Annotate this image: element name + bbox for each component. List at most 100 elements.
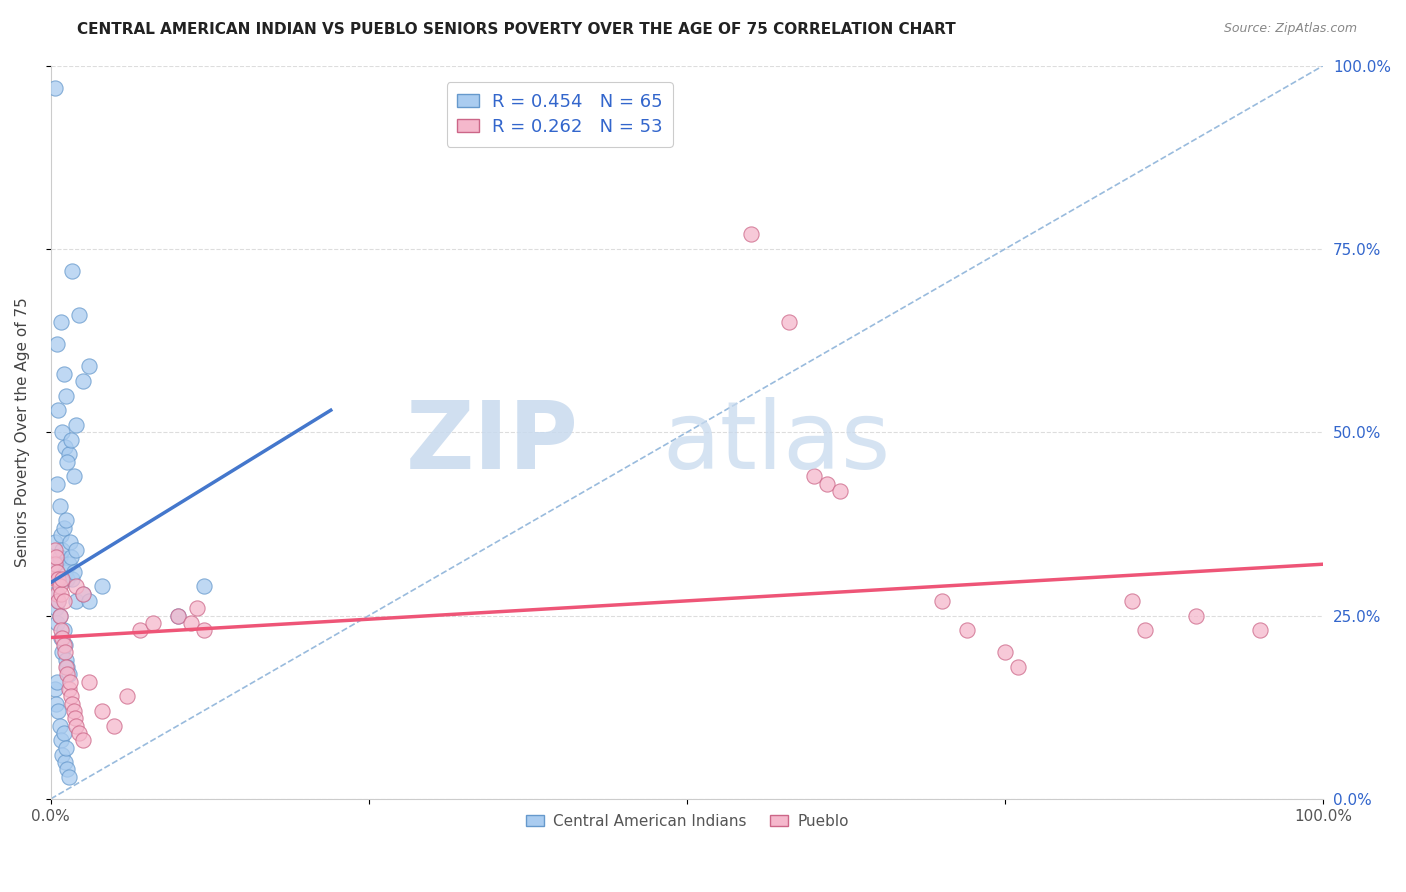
Point [52,520,75,534]
Point [44,681,66,696]
Point [58,558,80,572]
Point [803,469,825,483]
Point [828,483,851,498]
Point [103,718,125,732]
Point [129,623,152,637]
Point [48,704,70,718]
Point [1249,623,1271,637]
Point [193,579,215,593]
Point [62,565,84,579]
Point [56,763,79,777]
Y-axis label: Seniors Poverty Over the Age of 75: Seniors Poverty Over the Age of 75 [15,297,30,567]
Point [72,586,94,600]
Point [52,367,75,381]
Point [778,315,800,329]
Point [44,542,66,557]
Point [77,594,100,608]
Point [48,594,70,608]
Point [44,558,66,572]
Point [49,315,72,329]
Point [53,638,76,652]
Point [52,594,75,608]
Point [48,572,70,586]
Point [53,565,76,579]
Point [65,542,87,557]
Point [48,608,70,623]
Point [51,572,73,586]
Point [77,359,100,374]
Point [45,601,67,615]
Point [52,623,75,637]
Point [53,755,76,769]
Point [1007,660,1029,674]
Point [63,711,86,725]
Point [62,572,84,586]
Point [58,770,80,784]
Point [48,499,70,513]
Point [52,638,75,652]
Point [45,572,67,586]
Point [56,660,79,674]
Point [90,704,112,718]
Point [1185,608,1208,623]
Point [72,586,94,600]
Text: ZIP: ZIP [406,397,579,489]
Point [67,726,90,740]
Point [62,264,84,278]
Point [49,528,72,542]
Point [90,579,112,593]
Point [815,476,838,491]
Point [46,615,69,630]
Text: CENTRAL AMERICAN INDIAN VS PUEBLO SENIORS POVERTY OVER THE AGE OF 75 CORRELATION: CENTRAL AMERICAN INDIAN VS PUEBLO SENIOR… [77,22,956,37]
Point [52,726,75,740]
Point [58,667,80,681]
Point [67,308,90,322]
Point [931,594,953,608]
Point [72,374,94,388]
Point [49,631,72,645]
Point [48,572,70,586]
Point [115,689,138,703]
Point [44,535,66,549]
Point [167,608,190,623]
Point [55,652,77,666]
Point [51,542,73,557]
Point [56,667,79,681]
Point [48,579,70,593]
Point [65,594,87,608]
Point [45,697,67,711]
Point [55,388,77,402]
Point [49,623,72,637]
Point [48,549,70,564]
Point [56,454,79,468]
Point [59,674,82,689]
Point [51,747,73,762]
Point [142,615,165,630]
Point [186,601,208,615]
Point [65,417,87,432]
Point [53,645,76,659]
Point [60,689,83,703]
Legend: Central American Indians, Pueblo: Central American Indians, Pueblo [519,808,855,835]
Point [994,645,1017,659]
Point [65,718,87,732]
Point [48,608,70,623]
Point [167,608,190,623]
Point [53,440,76,454]
Point [1121,594,1143,608]
Point [55,660,77,674]
Point [77,674,100,689]
Point [1133,623,1156,637]
Point [740,227,762,242]
Point [51,425,73,440]
Point [58,681,80,696]
Point [956,623,979,637]
Point [51,631,73,645]
Point [55,740,77,755]
Point [46,337,69,351]
Point [48,403,70,417]
Text: Source: ZipAtlas.com: Source: ZipAtlas.com [1223,22,1357,36]
Point [72,733,94,747]
Point [65,579,87,593]
Point [62,469,84,483]
